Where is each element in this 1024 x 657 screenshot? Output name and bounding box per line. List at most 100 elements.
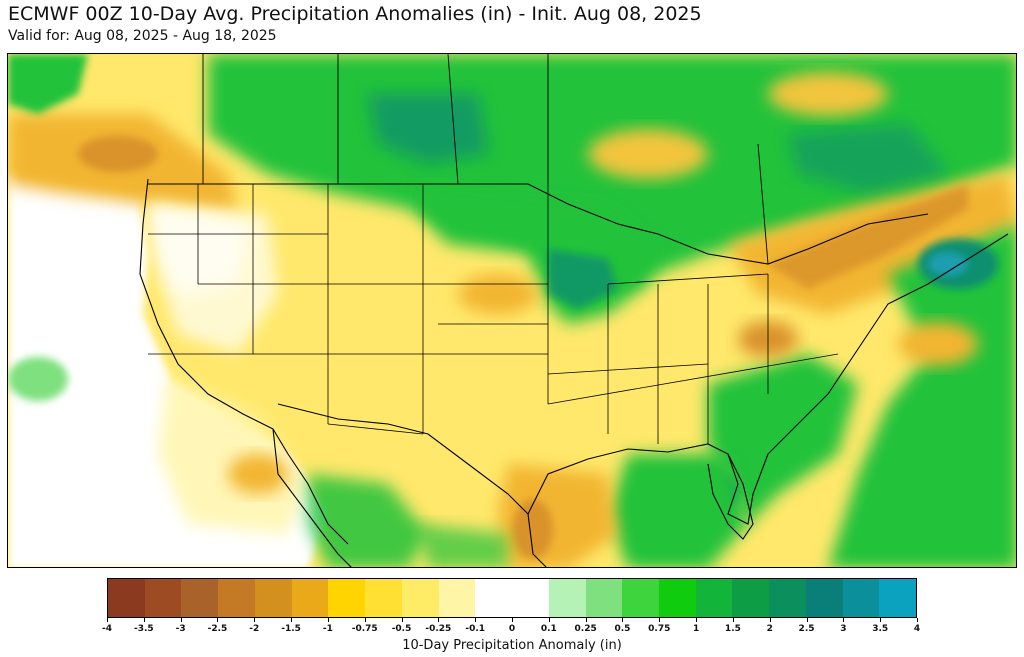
legend-tick-label: -2.5	[207, 624, 228, 634]
legend-tick-mark	[327, 618, 329, 622]
pacific-wet-blob	[8, 357, 68, 401]
legend-tick-label: -0.1	[465, 624, 486, 634]
us-mexico-border	[277, 403, 529, 515]
west-coastline	[139, 178, 352, 567]
legend-tick-label: 2	[766, 624, 773, 634]
atlantic-dry-patch	[898, 322, 978, 366]
mexico-east-coast	[527, 513, 547, 567]
legend-swatch	[769, 579, 806, 617]
mexico-wet-south	[418, 524, 508, 567]
plains-dry	[458, 274, 538, 314]
legend-swatch	[438, 579, 476, 617]
canada-heavy-wet	[368, 94, 488, 164]
legend-swatch	[512, 579, 549, 617]
legend-swatch	[328, 579, 366, 617]
legend-tick-mark	[364, 618, 366, 622]
baja-outline	[272, 428, 349, 545]
legend-swatch	[659, 579, 696, 617]
legend-swatch	[108, 579, 145, 617]
legend-tick-label: -0.25	[425, 624, 452, 634]
legend-tick-mark	[401, 618, 403, 622]
boundaries	[139, 178, 1009, 567]
florida-outline	[707, 453, 754, 540]
gulf-wet	[608, 454, 748, 567]
legend-swatch	[365, 579, 402, 617]
legend-swatch	[732, 579, 770, 617]
state-line-11	[547, 353, 839, 405]
province-line-3	[447, 54, 459, 185]
legend-swatch	[585, 579, 623, 617]
legend-tick-label: -2	[249, 624, 260, 634]
legend-tick-mark	[696, 618, 698, 622]
legend-tick-label: 0.1	[540, 624, 557, 634]
state-line-16	[547, 363, 709, 375]
legend-tick-label: 3	[840, 624, 847, 634]
legend-tick-mark	[475, 618, 477, 622]
legend-tick-mark	[659, 618, 661, 622]
bc-coast-wet	[8, 54, 88, 114]
baja-dry	[228, 454, 288, 494]
northeast-very-dry	[768, 184, 968, 289]
state-line-19	[327, 423, 424, 435]
legend-tick-mark	[512, 618, 513, 622]
map-title: ECMWF 00Z 10-Day Avg. Precipitation Anom…	[8, 3, 702, 25]
legend-tick-label: 0.25	[574, 624, 597, 634]
legend-title: 10-Day Precipitation Anomaly (in)	[402, 638, 622, 653]
legend-tick-mark	[291, 618, 293, 622]
legend-swatch	[622, 579, 660, 617]
legend-tick-label: 0.5	[614, 624, 631, 634]
legend-swatch	[695, 579, 733, 617]
legend-tick-mark	[622, 618, 624, 622]
legend-tick-label: 2.5	[798, 624, 815, 634]
precipitation-map	[7, 53, 1017, 568]
legend-tick-mark	[548, 618, 550, 622]
legend-swatch	[805, 579, 843, 617]
legend-tick-label: 1.5	[724, 624, 741, 634]
canada-heavy-wet-east	[788, 124, 948, 194]
legend-tick-label: 0.75	[648, 624, 671, 634]
legend-swatch	[842, 579, 880, 617]
pacific-light-anomaly	[158, 374, 308, 534]
legend-tick-mark	[880, 618, 882, 622]
legend-tick-label: -4	[102, 624, 112, 634]
legend-tick-mark	[585, 618, 587, 622]
gulf-very-dry	[513, 499, 553, 559]
atlantic-wettest	[928, 252, 968, 276]
legend-tick-label: 4	[913, 624, 921, 634]
legend-tick-label: 0	[508, 624, 516, 634]
valid-period: Valid for: Aug 08, 2025 - Aug 18, 2025	[8, 28, 277, 44]
legend-tick-mark	[769, 618, 771, 622]
province-boundaries	[202, 54, 769, 265]
legend-tick-mark	[143, 618, 145, 622]
upper-midwest-heavy	[548, 249, 618, 309]
province-line-5	[757, 143, 769, 265]
legend-tick-mark	[180, 618, 182, 622]
legend-swatch	[144, 579, 182, 617]
legend-swatch	[401, 579, 439, 617]
legend-tick-label: -0.75	[351, 624, 378, 634]
legend-ticks: -4 -3.5 -3 -2.5 -2 -1.5 -1 -0.75 -0.5 -0.25 -0.1 0 0…	[102, 618, 921, 638]
color-legend-bar	[107, 578, 917, 618]
state-line-15	[607, 273, 769, 285]
legend-tick-label: -3.5	[133, 624, 154, 634]
legend-tick-mark	[438, 618, 440, 622]
legend-tick-label: -1	[322, 624, 333, 634]
legend-tick-mark	[732, 618, 734, 622]
legend-swatch	[475, 579, 513, 617]
canada-dry-pocket	[588, 129, 708, 179]
legend-tick-label: 1	[692, 624, 700, 634]
gulf-coastline	[527, 233, 1009, 525]
legend-tick-mark	[843, 618, 845, 622]
mexico-wet	[308, 474, 428, 567]
legend-tick-label: -3	[175, 624, 186, 634]
legend-tick-mark	[254, 618, 256, 622]
legend-swatch	[218, 579, 255, 617]
us-canada-border	[148, 183, 929, 265]
legend-swatch	[254, 579, 292, 617]
canada-dry-pocket-2	[768, 72, 888, 116]
legend-swatch	[548, 579, 586, 617]
legend-tick-mark	[806, 618, 808, 622]
legend-swatch	[181, 579, 219, 617]
legend-tick-label: -1.5	[281, 624, 301, 634]
legend-tick-mark	[107, 618, 108, 622]
